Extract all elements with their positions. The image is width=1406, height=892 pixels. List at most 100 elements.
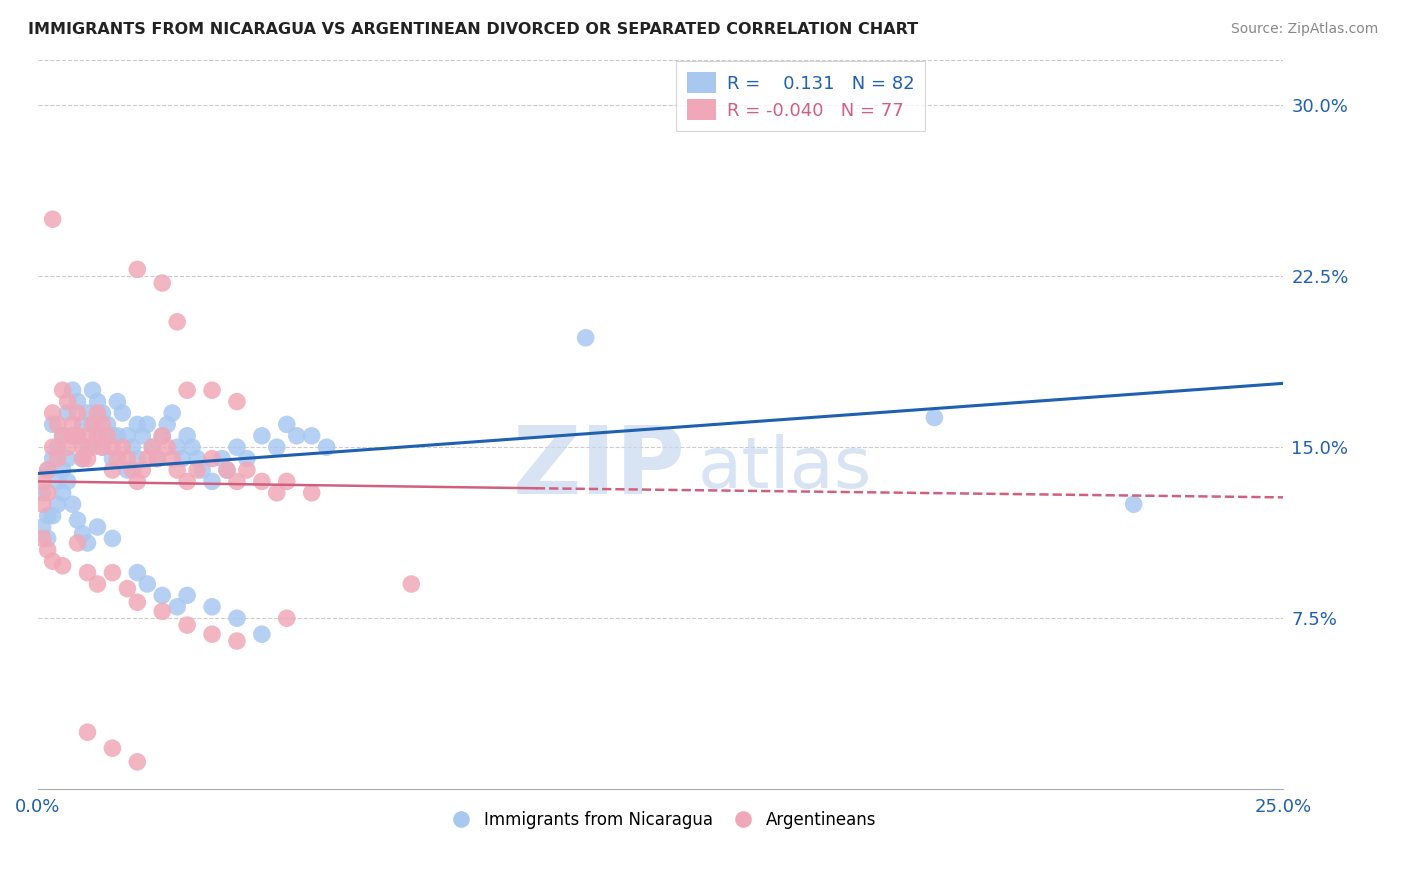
Point xyxy=(156,440,179,454)
Point xyxy=(127,755,149,769)
Point xyxy=(101,463,124,477)
Point xyxy=(72,526,94,541)
Point xyxy=(136,577,159,591)
Text: Source: ZipAtlas.com: Source: ZipAtlas.com xyxy=(1230,22,1378,37)
Point xyxy=(41,451,63,466)
Point xyxy=(66,394,89,409)
Point xyxy=(31,485,53,500)
Point xyxy=(46,497,69,511)
Point xyxy=(66,429,89,443)
Point xyxy=(156,417,179,432)
Point xyxy=(86,406,108,420)
Point xyxy=(160,406,183,420)
Point xyxy=(41,440,63,454)
Point xyxy=(105,429,128,443)
Point xyxy=(105,394,128,409)
Point xyxy=(82,440,104,454)
Point xyxy=(101,429,124,443)
Point xyxy=(201,383,224,397)
Point xyxy=(101,451,124,466)
Point xyxy=(160,451,183,466)
Point xyxy=(86,520,108,534)
Point xyxy=(111,440,134,454)
Point xyxy=(52,429,75,443)
Point xyxy=(276,611,298,625)
Point xyxy=(82,383,104,397)
Point xyxy=(56,451,79,466)
Point xyxy=(150,429,173,443)
Point xyxy=(127,475,149,489)
Point xyxy=(150,429,173,443)
Point xyxy=(131,463,153,477)
Point xyxy=(37,485,59,500)
Point xyxy=(127,451,149,466)
Point xyxy=(52,383,75,397)
Point xyxy=(150,604,173,618)
Point xyxy=(226,440,249,454)
Point xyxy=(176,475,198,489)
Point xyxy=(117,463,139,477)
Point xyxy=(91,440,114,454)
Point xyxy=(215,463,238,477)
Point xyxy=(91,440,114,454)
Point xyxy=(121,463,143,477)
Point xyxy=(575,331,598,345)
Point xyxy=(250,429,273,443)
Point xyxy=(166,599,188,614)
Point xyxy=(141,440,163,454)
Point xyxy=(56,394,79,409)
Point xyxy=(82,417,104,432)
Point xyxy=(41,212,63,227)
Point xyxy=(117,451,139,466)
Point xyxy=(72,451,94,466)
Point xyxy=(56,406,79,420)
Point xyxy=(76,429,98,443)
Point xyxy=(56,440,79,454)
Point xyxy=(136,417,159,432)
Point xyxy=(226,611,249,625)
Point xyxy=(250,475,273,489)
Point xyxy=(91,406,114,420)
Point xyxy=(226,475,249,489)
Point xyxy=(201,627,224,641)
Point xyxy=(76,406,98,420)
Point xyxy=(66,513,89,527)
Point xyxy=(37,463,59,477)
Point xyxy=(46,475,69,489)
Point xyxy=(37,542,59,557)
Point xyxy=(315,440,337,454)
Point xyxy=(150,276,173,290)
Point xyxy=(111,406,134,420)
Point xyxy=(176,429,198,443)
Point xyxy=(41,417,63,432)
Point xyxy=(127,417,149,432)
Point xyxy=(176,618,198,632)
Point xyxy=(266,485,288,500)
Point xyxy=(86,429,108,443)
Point xyxy=(31,497,53,511)
Point xyxy=(401,577,423,591)
Point xyxy=(121,440,143,454)
Point xyxy=(76,440,98,454)
Point xyxy=(201,599,224,614)
Point xyxy=(101,566,124,580)
Point xyxy=(191,463,214,477)
Point xyxy=(301,485,323,500)
Point xyxy=(101,440,124,454)
Point xyxy=(62,417,84,432)
Point xyxy=(76,566,98,580)
Point xyxy=(41,508,63,523)
Point xyxy=(52,485,75,500)
Point xyxy=(127,595,149,609)
Point xyxy=(101,741,124,756)
Point xyxy=(285,429,308,443)
Point xyxy=(86,429,108,443)
Point xyxy=(46,451,69,466)
Point xyxy=(62,429,84,443)
Point xyxy=(146,451,169,466)
Point xyxy=(1122,497,1144,511)
Point xyxy=(127,566,149,580)
Point xyxy=(82,417,104,432)
Point xyxy=(62,383,84,397)
Point xyxy=(301,429,323,443)
